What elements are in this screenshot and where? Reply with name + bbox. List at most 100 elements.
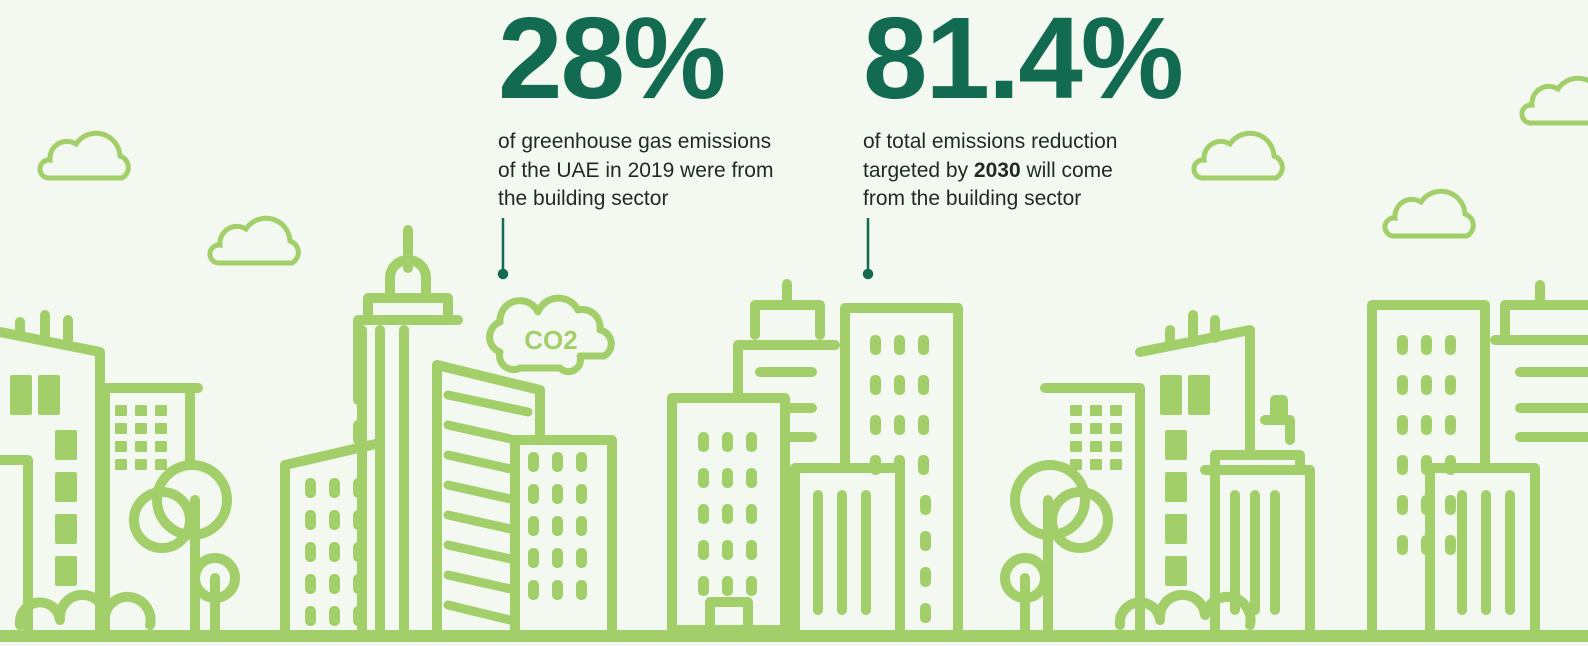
- window: [576, 548, 587, 568]
- window: [1070, 405, 1082, 416]
- window: [353, 510, 364, 530]
- shape: [448, 455, 515, 470]
- pointers: [499, 218, 872, 278]
- window: [1070, 441, 1082, 452]
- window: [1090, 423, 1102, 434]
- window: [1445, 455, 1456, 475]
- window: [329, 478, 340, 498]
- window: [155, 459, 167, 470]
- window: [528, 580, 539, 600]
- window: [353, 606, 364, 626]
- desc-line: of greenhouse gas emissions: [498, 128, 773, 157]
- window: [353, 478, 364, 498]
- window: [746, 540, 757, 560]
- window: [329, 510, 340, 530]
- window: [1165, 556, 1187, 586]
- window: [55, 514, 77, 544]
- buildings: [0, 230, 1588, 636]
- window: [722, 504, 733, 524]
- window: [920, 495, 931, 515]
- window: [1070, 423, 1082, 434]
- window: [305, 478, 316, 498]
- window: [305, 574, 316, 594]
- stat-value: 81.4%: [863, 0, 1182, 116]
- window: [329, 542, 340, 562]
- window: [576, 516, 587, 536]
- window: [698, 432, 709, 452]
- window: [698, 468, 709, 488]
- window: [305, 606, 316, 626]
- text: will come: [1021, 159, 1113, 182]
- window: [55, 556, 77, 586]
- shape: [1495, 305, 1588, 437]
- window: [698, 540, 709, 560]
- window: [870, 335, 881, 355]
- window: [894, 455, 905, 475]
- window: [920, 567, 931, 587]
- window: [1445, 415, 1456, 435]
- text: the building sector: [498, 187, 668, 210]
- shape: [448, 575, 515, 590]
- window: [918, 335, 929, 355]
- window: [38, 375, 60, 415]
- window: [918, 375, 929, 395]
- window: [1445, 535, 1456, 555]
- shape: [1385, 191, 1473, 236]
- shape: [210, 218, 298, 263]
- window: [1445, 335, 1456, 355]
- window: [1397, 415, 1408, 435]
- window: [1397, 455, 1408, 475]
- shape: [448, 605, 510, 620]
- window: [1421, 335, 1432, 355]
- desc-line: of total emissions reduction: [863, 128, 1182, 157]
- window: [1160, 375, 1182, 415]
- window: [722, 432, 733, 452]
- window: [918, 455, 929, 475]
- window: [746, 576, 757, 596]
- window: [1110, 441, 1122, 452]
- shape: [448, 395, 528, 412]
- window: [576, 484, 587, 504]
- window: [1421, 415, 1432, 435]
- window: [698, 504, 709, 524]
- stat-value: 28%: [498, 0, 773, 116]
- window: [528, 548, 539, 568]
- shape: [499, 270, 507, 278]
- window: [894, 415, 905, 435]
- window: [894, 375, 905, 395]
- text: of total emissions reduction: [863, 130, 1117, 153]
- window: [1090, 459, 1102, 470]
- shape: [448, 425, 515, 440]
- stat-description: of total emissions reduction targeted by…: [863, 128, 1182, 214]
- window: [1397, 495, 1408, 515]
- window: [746, 504, 757, 524]
- text: of greenhouse gas emissions: [498, 130, 771, 153]
- window: [55, 430, 77, 460]
- window: [353, 574, 364, 594]
- window: [1421, 375, 1432, 395]
- window: [155, 423, 167, 434]
- clouds: [40, 78, 1588, 263]
- window: [894, 335, 905, 355]
- window: [920, 531, 931, 551]
- shape: [864, 270, 872, 278]
- window: [115, 459, 127, 470]
- window: [55, 472, 77, 502]
- window: [135, 459, 147, 470]
- co2-label: CO2: [524, 325, 577, 355]
- window: [576, 580, 587, 600]
- window: [870, 375, 881, 395]
- desc-line: of the UAE in 2019 were from: [498, 157, 773, 186]
- text: from the building sector: [863, 187, 1081, 210]
- shape: [1522, 78, 1588, 123]
- text: targeted by: [863, 159, 974, 182]
- desc-line: from the building sector: [863, 185, 1182, 214]
- stat: 81.4% of total emissions reduction targe…: [863, 0, 1182, 214]
- window: [1397, 335, 1408, 355]
- window: [115, 405, 127, 416]
- bold-year: 2030: [974, 159, 1021, 182]
- shape: [20, 595, 151, 625]
- window: [353, 542, 364, 562]
- shape: [40, 133, 128, 178]
- window: [1110, 459, 1122, 470]
